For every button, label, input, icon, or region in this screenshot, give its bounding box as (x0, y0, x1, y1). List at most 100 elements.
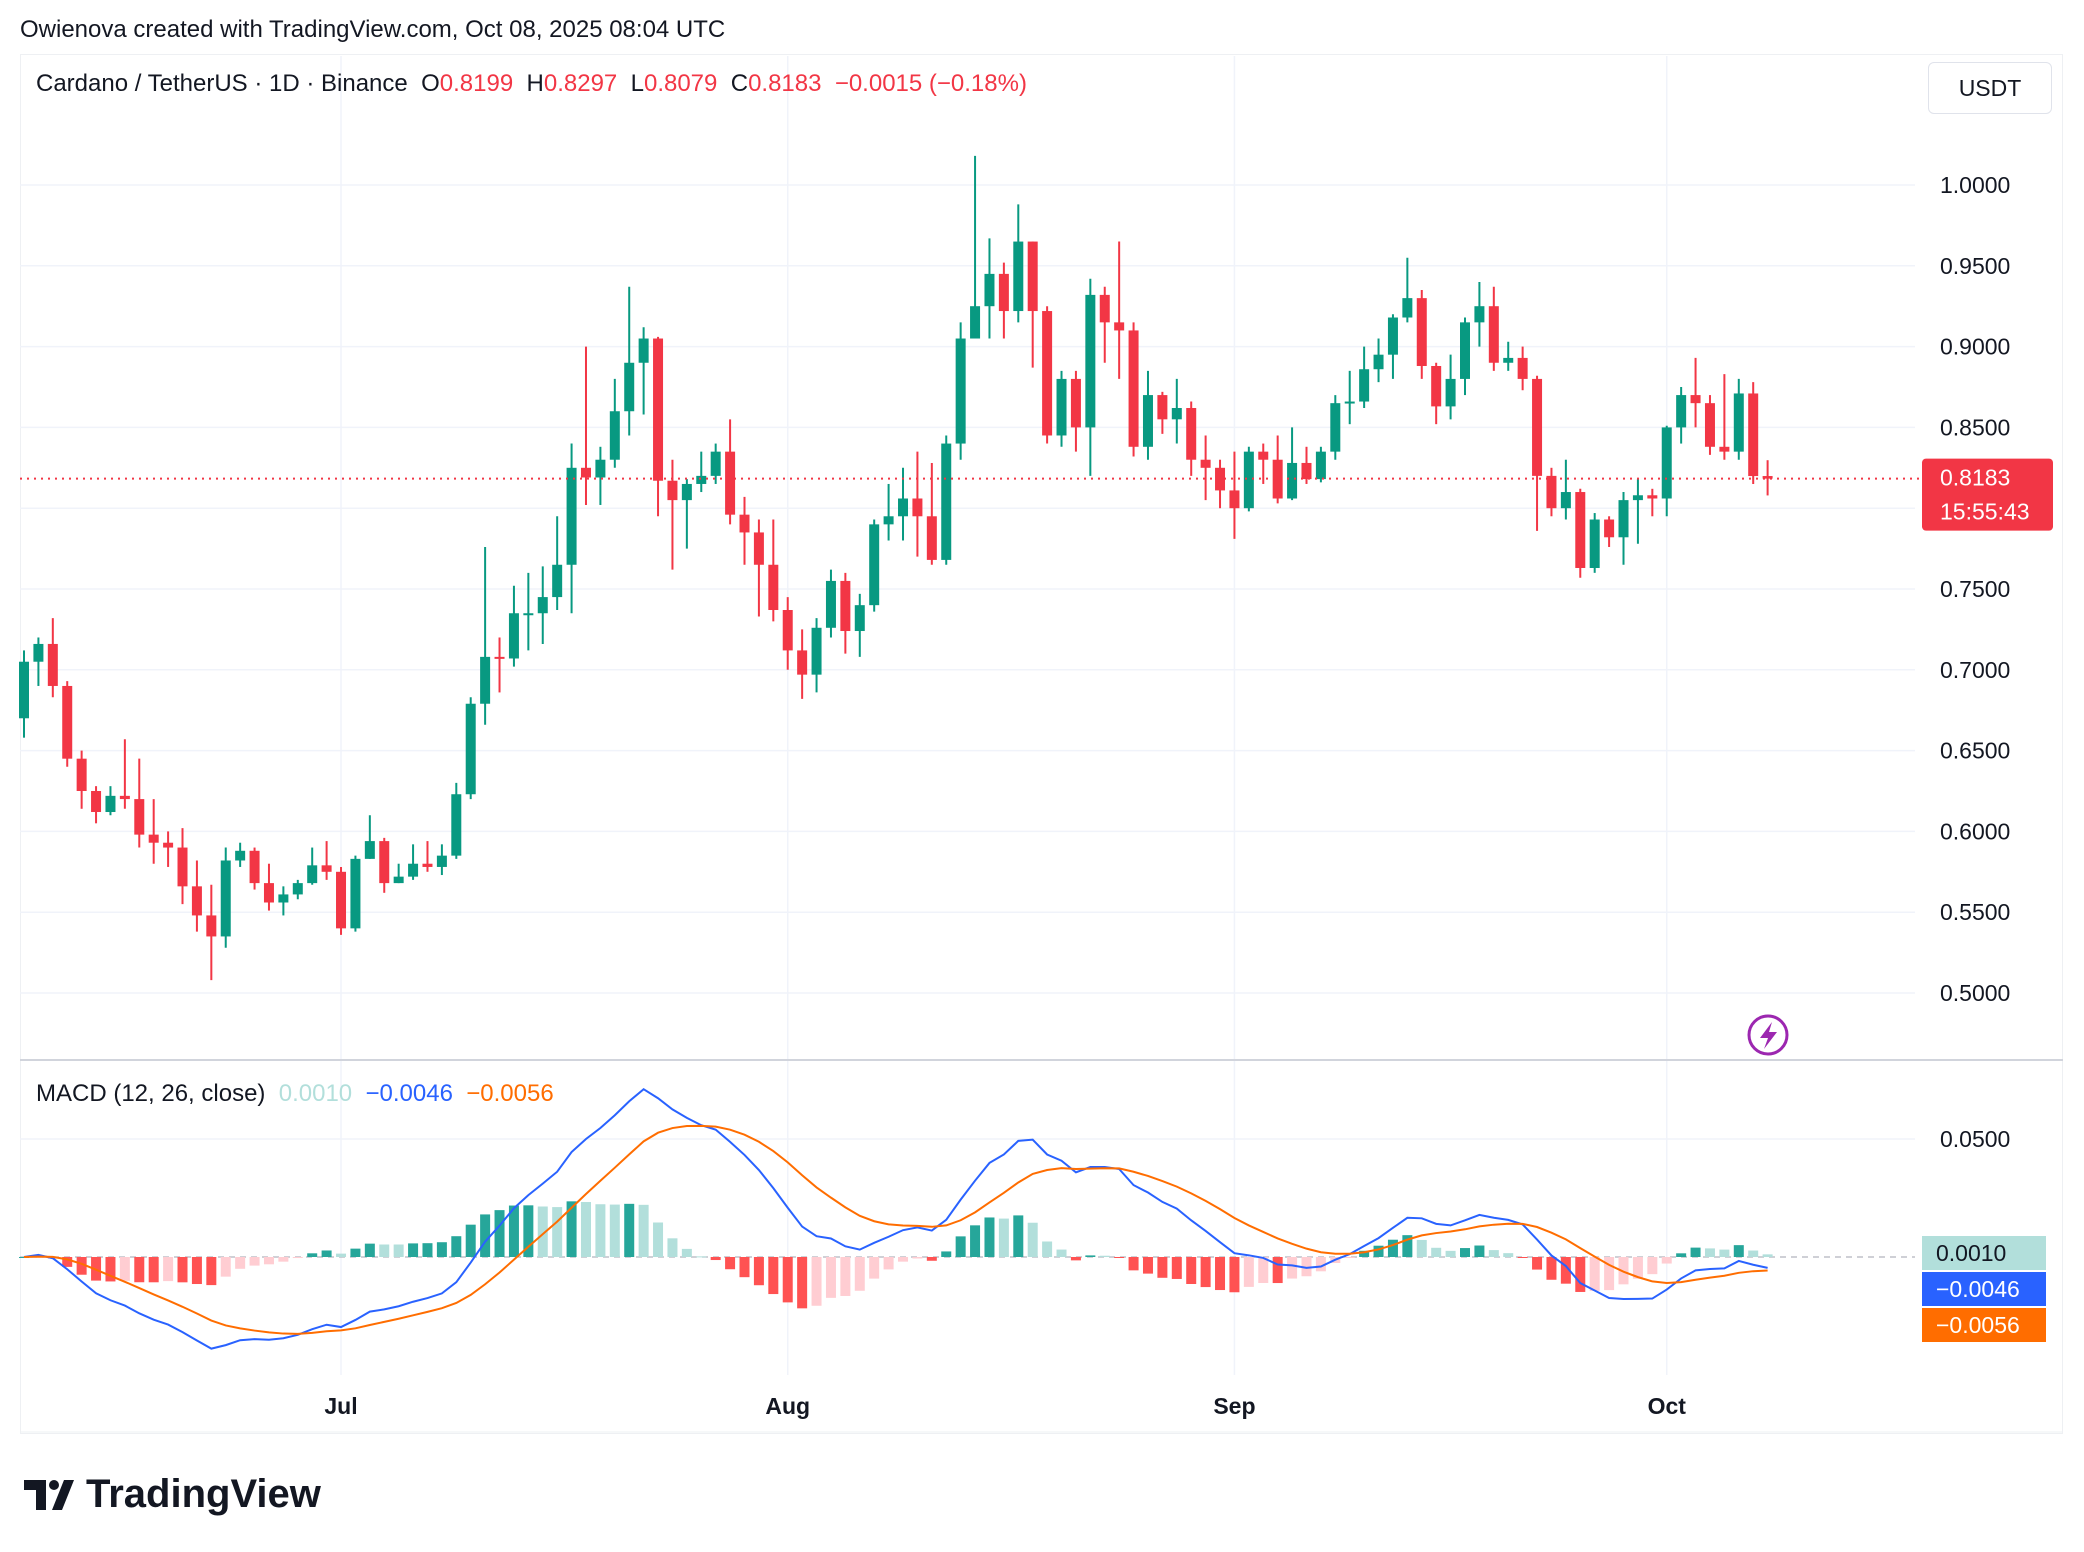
candle (753, 519, 764, 617)
candle-body (1200, 459, 1211, 468)
candle-body (350, 858, 361, 929)
candle (235, 842, 246, 867)
candle-body (508, 613, 519, 659)
macd-histogram-bar (696, 1256, 707, 1258)
macd-histogram-bar (1114, 1257, 1125, 1258)
candle (1560, 459, 1571, 520)
candle (1171, 378, 1182, 444)
candle (1229, 451, 1240, 539)
macd-histogram-bar (912, 1257, 923, 1259)
signal-line (23, 1124, 1768, 1335)
macd-histogram-bar (163, 1257, 174, 1282)
macd-histogram-bar (263, 1257, 274, 1265)
macd-histogram-bar (768, 1257, 779, 1295)
candle-body (609, 411, 620, 460)
macd-histogram-bar (1099, 1255, 1110, 1257)
macd-histogram-bar (1575, 1257, 1586, 1292)
candle-body (1517, 357, 1528, 379)
macd-histogram-bar (1517, 1257, 1528, 1258)
candle-body (768, 564, 779, 611)
tradingview-logo: TradingView (24, 1472, 321, 1517)
macd-histogram-bar (451, 1236, 462, 1257)
candle (1445, 354, 1456, 420)
candle-body (753, 532, 764, 565)
macd-histogram-badge (1922, 1236, 2046, 1270)
candle-body (177, 847, 188, 887)
candle-body (854, 605, 865, 632)
macd-title[interactable]: MACD (12, 26, close) (36, 1080, 266, 1107)
high-value: 0.8297 (543, 70, 618, 97)
candle (955, 322, 966, 460)
lightning-icon[interactable] (1747, 1014, 1789, 1056)
macd-histogram-bar (1733, 1245, 1744, 1257)
currency-button[interactable]: USDT (1928, 62, 2052, 114)
candle-body (1243, 451, 1254, 509)
macd-histogram-bar (1287, 1257, 1298, 1279)
price-tick-label: 1.0000 (1940, 172, 2010, 198)
macd-histogram-bar (566, 1201, 577, 1257)
candle (379, 837, 390, 893)
macd-histogram-bar (1719, 1249, 1730, 1257)
candle-body (336, 871, 347, 929)
candle (1056, 370, 1067, 447)
candle (1748, 382, 1759, 484)
macd-histogram-bar (1128, 1257, 1139, 1271)
candle (278, 886, 289, 916)
candle-body (970, 306, 981, 339)
candle-body (739, 514, 750, 533)
macd-histogram-bar (1344, 1257, 1355, 1258)
macd-histogram-bar (465, 1224, 476, 1257)
macd-histogram-bar (840, 1257, 851, 1296)
macd-histogram-value: 0.0010 (278, 1080, 353, 1107)
macd-histogram-bar (249, 1257, 260, 1266)
candle-body (33, 643, 44, 662)
candle (191, 860, 202, 932)
candle (580, 346, 591, 505)
candle (220, 847, 231, 948)
candle-body (1056, 378, 1067, 436)
symbol-legend: Cardano / TetherUS · 1D · Binance O0.819… (36, 70, 1027, 98)
close-label: C (730, 70, 749, 97)
candle (408, 844, 419, 880)
candle (1704, 395, 1715, 455)
candle (1431, 362, 1442, 425)
candle (19, 650, 29, 738)
macd-histogram-bar (653, 1222, 664, 1257)
lightning-icon-bolt (1760, 1022, 1777, 1049)
candle (552, 516, 563, 611)
macd-signal-badge (1922, 1308, 2046, 1342)
candle-body (263, 883, 274, 903)
candle-body (206, 915, 217, 937)
time-tick-label: Oct (1648, 1393, 1687, 1419)
candle-body (249, 850, 260, 884)
candle-body (595, 459, 606, 478)
candle (76, 750, 87, 809)
candle-body (91, 791, 102, 813)
macd-histogram-bar (523, 1205, 534, 1257)
candle-body (1215, 467, 1226, 491)
macd-histogram-bar (609, 1204, 620, 1257)
candle-body (19, 661, 29, 719)
candle (681, 479, 692, 549)
candle (523, 572, 534, 651)
candle (840, 572, 851, 654)
macd-histogram-bar (206, 1257, 217, 1286)
macd-histogram-bar (494, 1210, 505, 1257)
candle (1532, 375, 1543, 531)
candle-body (321, 865, 332, 872)
macd-signal-value: −0.0056 (466, 1080, 554, 1107)
candle-body (1042, 311, 1053, 436)
candle-body (408, 863, 419, 877)
candle-body (725, 451, 736, 515)
macd-histogram-bar (1690, 1247, 1701, 1257)
candle-body (1762, 476, 1773, 479)
candle (1661, 425, 1672, 517)
symbol-title[interactable]: Cardano / TetherUS · 1D · Binance (36, 70, 408, 97)
candle (1099, 286, 1110, 363)
candle (465, 697, 476, 800)
candle-body (1604, 519, 1615, 538)
candle (1676, 387, 1687, 444)
macd-histogram-bar (336, 1253, 347, 1257)
candle-body (393, 876, 404, 884)
